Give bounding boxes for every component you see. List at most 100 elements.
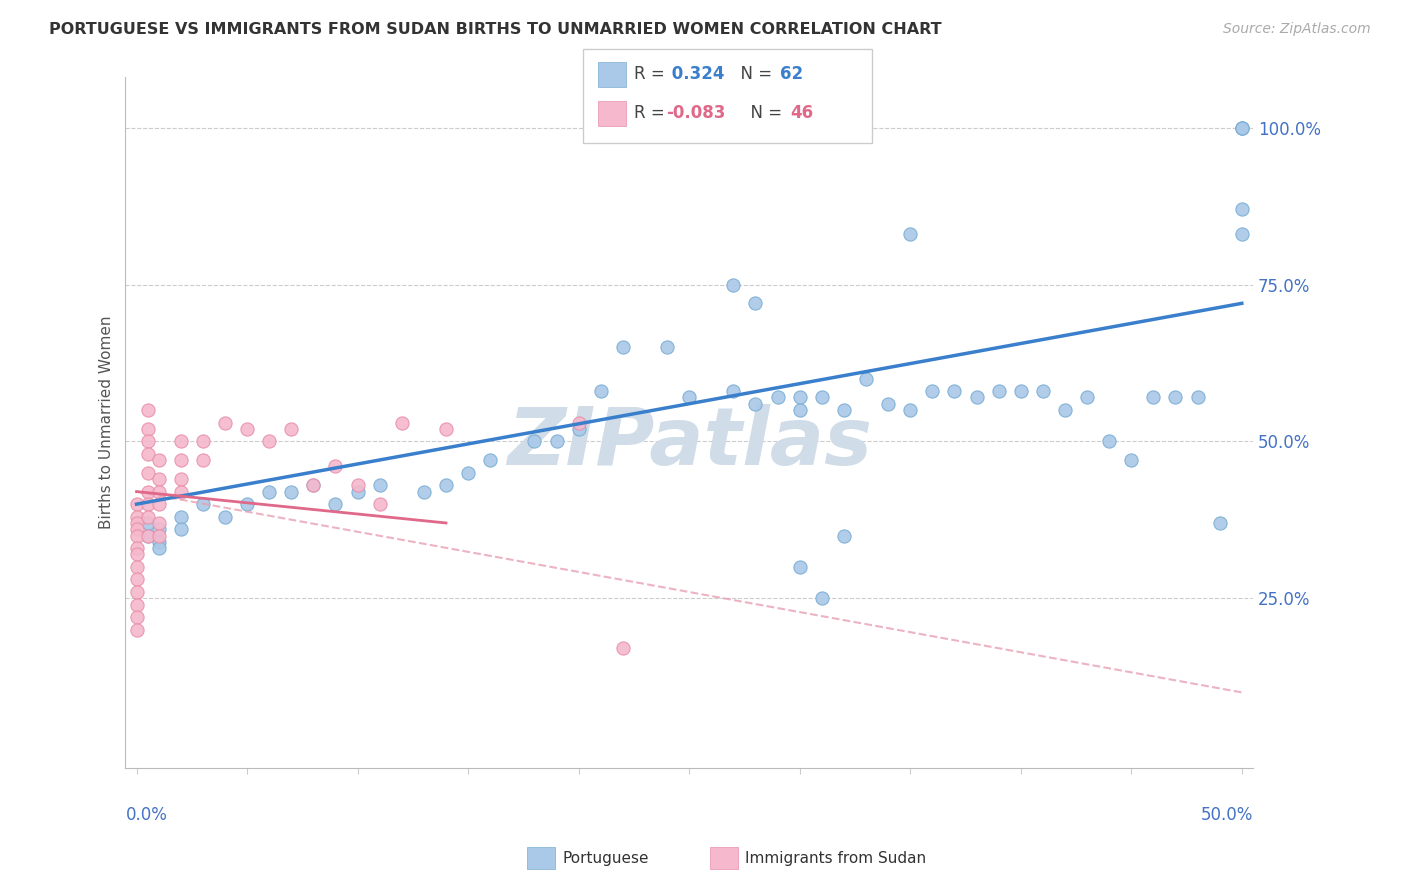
Point: [125, 528, 148, 542]
Point: [257, 484, 280, 499]
Point: [125, 509, 148, 524]
Point: [280, 422, 302, 436]
Point: [148, 534, 170, 549]
Point: [170, 453, 193, 467]
Point: [136, 403, 159, 417]
Point: [568, 416, 591, 430]
Y-axis label: Births to Unmarried Women: Births to Unmarried Women: [100, 316, 114, 529]
Point: [589, 384, 612, 399]
Point: [1053, 403, 1076, 417]
Point: [479, 453, 502, 467]
Point: [191, 497, 214, 511]
Point: [832, 403, 855, 417]
Point: [148, 453, 170, 467]
Point: [412, 484, 434, 499]
Point: [136, 484, 159, 499]
Text: Immigrants from Sudan: Immigrants from Sudan: [745, 851, 927, 865]
Point: [302, 478, 325, 492]
Text: -0.083: -0.083: [666, 104, 725, 122]
Point: [346, 478, 368, 492]
Point: [789, 560, 811, 574]
Point: [125, 623, 148, 637]
Point: [1098, 434, 1121, 449]
Text: N =: N =: [740, 104, 787, 122]
Point: [457, 466, 479, 480]
Point: [191, 434, 214, 449]
Point: [921, 384, 943, 399]
Point: [214, 416, 236, 430]
Point: [191, 453, 214, 467]
Point: [744, 296, 766, 310]
Point: [368, 497, 391, 511]
Point: [655, 340, 678, 354]
Point: [1230, 227, 1253, 242]
Point: [325, 459, 347, 474]
Point: [148, 484, 170, 499]
Text: 50.0%: 50.0%: [1201, 805, 1253, 823]
Point: [810, 391, 832, 405]
Point: [1164, 391, 1187, 405]
Point: [136, 528, 159, 542]
Point: [1032, 384, 1054, 399]
Point: [214, 509, 236, 524]
Point: [170, 522, 193, 536]
Point: [523, 434, 546, 449]
Point: [898, 403, 921, 417]
Point: [877, 397, 900, 411]
Point: [1230, 120, 1253, 135]
Point: [136, 528, 159, 542]
Point: [744, 397, 766, 411]
Point: [236, 497, 259, 511]
Point: [943, 384, 966, 399]
Point: [723, 277, 745, 292]
Text: R =: R =: [634, 65, 671, 83]
Point: [148, 472, 170, 486]
Point: [125, 516, 148, 530]
Point: [236, 422, 259, 436]
Text: PORTUGUESE VS IMMIGRANTS FROM SUDAN BIRTHS TO UNMARRIED WOMEN CORRELATION CHART: PORTUGUESE VS IMMIGRANTS FROM SUDAN BIRT…: [49, 22, 942, 37]
Text: 0.0%: 0.0%: [125, 805, 167, 823]
Text: 0.324: 0.324: [666, 65, 725, 83]
Point: [1208, 516, 1230, 530]
Point: [136, 434, 159, 449]
Point: [546, 434, 568, 449]
Point: [391, 416, 413, 430]
Point: [280, 484, 302, 499]
Point: [1230, 120, 1253, 135]
Text: Source: ZipAtlas.com: Source: ZipAtlas.com: [1223, 22, 1371, 37]
Text: Portuguese: Portuguese: [562, 851, 650, 865]
Point: [125, 598, 148, 612]
Point: [136, 466, 159, 480]
Point: [170, 509, 193, 524]
Text: R =: R =: [634, 104, 671, 122]
Point: [136, 509, 159, 524]
Point: [1230, 120, 1253, 135]
Point: [434, 478, 457, 492]
Point: [148, 541, 170, 555]
Point: [612, 340, 634, 354]
Point: [789, 403, 811, 417]
Point: [346, 484, 368, 499]
Point: [125, 573, 148, 587]
Point: [855, 371, 877, 385]
Point: [125, 497, 148, 511]
Point: [1230, 202, 1253, 217]
Point: [1121, 453, 1143, 467]
Point: [125, 560, 148, 574]
Text: 62: 62: [780, 65, 803, 83]
Text: 46: 46: [790, 104, 813, 122]
Point: [723, 384, 745, 399]
Point: [136, 497, 159, 511]
Point: [325, 497, 347, 511]
Point: [766, 391, 789, 405]
Point: [832, 528, 855, 542]
Point: [148, 516, 170, 530]
Point: [1187, 391, 1209, 405]
Point: [987, 384, 1010, 399]
Point: [810, 591, 832, 606]
Point: [136, 447, 159, 461]
Point: [568, 422, 591, 436]
Point: [302, 478, 325, 492]
Text: ZIPatlas: ZIPatlas: [506, 404, 872, 483]
Point: [125, 522, 148, 536]
